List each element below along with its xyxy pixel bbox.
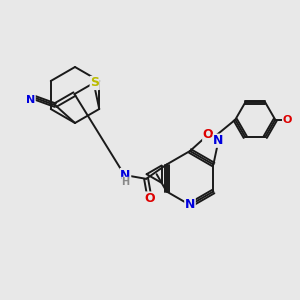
Text: N: N [120,169,131,182]
Text: S: S [90,76,99,89]
Text: O: O [283,115,292,125]
Text: N: N [26,95,35,105]
Text: O: O [203,128,213,141]
Text: O: O [144,192,155,205]
Text: N: N [213,134,224,147]
Text: CH₃: CH₃ [299,115,300,125]
Text: N: N [185,199,195,212]
Text: H: H [122,177,130,187]
